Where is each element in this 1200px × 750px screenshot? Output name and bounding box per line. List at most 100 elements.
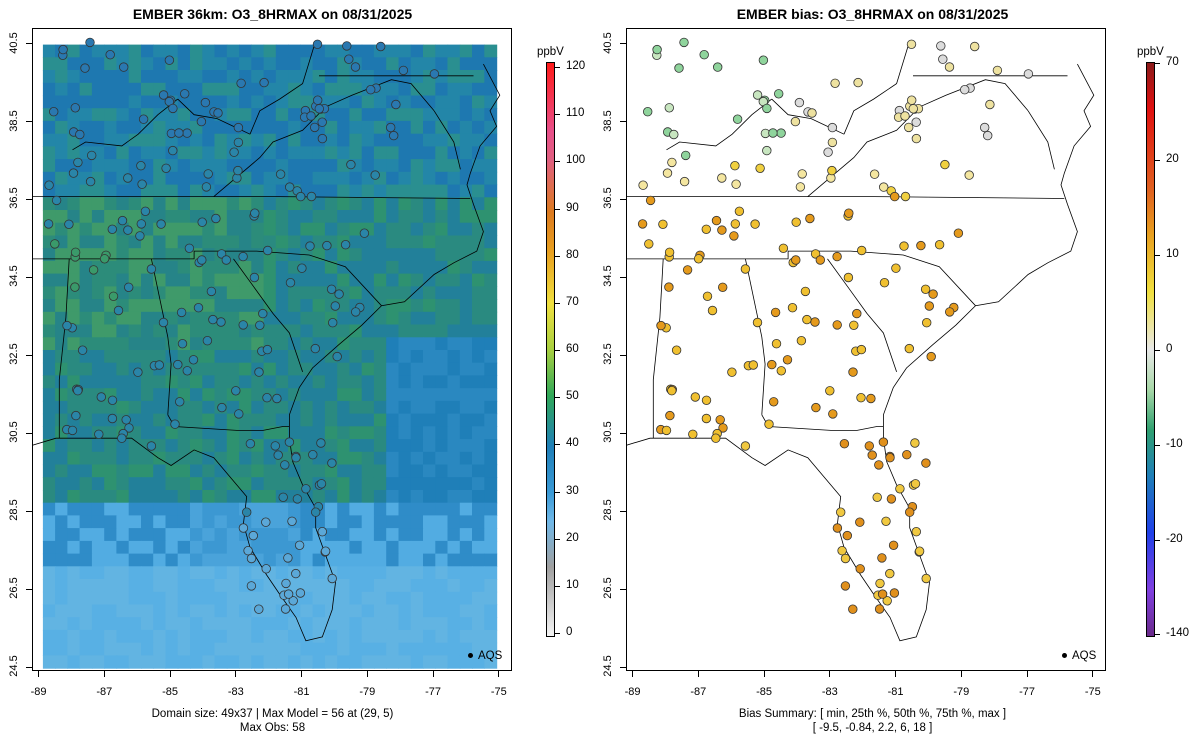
bias-station-point	[944, 62, 955, 72]
model-station-point	[168, 145, 178, 156]
model-station-point	[117, 433, 127, 443]
bias-station-point	[748, 360, 759, 370]
x-tick-label: -85	[162, 686, 179, 698]
colorbar-tick-mark	[1155, 445, 1160, 446]
model-station-point	[213, 108, 223, 118]
bias-station-point	[791, 217, 801, 227]
model-station-point	[135, 231, 145, 241]
bias-station-point	[940, 159, 950, 170]
model-station-point	[391, 99, 401, 110]
model-station-point	[283, 553, 293, 563]
x-tick-label: -87	[96, 686, 113, 698]
bias-station-point	[638, 180, 648, 190]
bias-station-point	[807, 108, 817, 118]
y-tick-mark	[26, 354, 32, 356]
bias-station-point	[682, 265, 693, 275]
colorbar-tick-label: 110	[566, 107, 585, 120]
model-station-point	[288, 596, 298, 606]
colorbar-tick-mark	[1155, 350, 1160, 351]
state-border-1	[627, 250, 976, 306]
model-station-point	[305, 241, 315, 251]
model-station-point	[197, 217, 207, 227]
y-tick-label: 38.5	[602, 109, 614, 132]
bias-station-point	[945, 307, 955, 317]
bias-station-point	[815, 255, 826, 265]
model-station-point	[44, 180, 54, 190]
model-station-point	[238, 251, 248, 262]
colorbar-tick-mark	[555, 350, 560, 351]
model-station-point	[80, 63, 90, 73]
bias-station-point	[852, 308, 862, 319]
model-station-point	[158, 317, 169, 328]
model-station-point	[398, 65, 409, 76]
bias-station-point	[802, 314, 812, 325]
state-border-3	[58, 258, 70, 439]
x-tick-label: -81	[887, 686, 904, 698]
bias-colorbar	[1146, 62, 1155, 637]
bias-station-point	[911, 117, 921, 127]
colorbar-tick-label: 10	[1166, 248, 1179, 260]
x-tick-label: -89	[624, 686, 641, 698]
model-station-point	[51, 195, 62, 206]
model-station-point	[75, 129, 85, 140]
model-panel: EMBER 36km: O3_8HRMAX on 08/31/2025 ppbV…	[8, 6, 585, 734]
bias-station-point	[773, 89, 784, 99]
bias-station-point	[856, 245, 867, 256]
bias-station-point	[776, 366, 787, 376]
bias-station-point	[702, 291, 713, 302]
bias-station-point	[888, 540, 899, 551]
bias-station-point	[879, 182, 889, 192]
bias-station-point	[644, 239, 654, 249]
bias-station-point	[711, 433, 721, 443]
bias-station-point	[922, 318, 932, 328]
bias-station-point	[711, 215, 722, 226]
y-tick-label: 24.5	[8, 655, 20, 677]
bias-station-point	[953, 228, 964, 238]
bias-station-point	[718, 423, 728, 433]
bias-station-point	[866, 393, 876, 404]
x-tick-mark	[235, 671, 237, 677]
model-station-point	[87, 150, 97, 161]
model-station-point	[201, 182, 212, 192]
state-border-0	[627, 196, 1065, 199]
y-tick-label: 34.5	[8, 265, 20, 288]
bias-map	[627, 29, 1105, 670]
model-station-point	[158, 90, 169, 100]
x-tick-label: -83	[227, 686, 244, 698]
state-border-3	[652, 258, 664, 439]
model-station-point	[136, 219, 147, 229]
model-station-point	[340, 239, 351, 250]
model-stations	[43, 37, 440, 614]
model-station-point	[173, 359, 183, 370]
state-border-7	[843, 40, 911, 135]
model-station-point	[123, 225, 133, 235]
model-grid	[42, 44, 498, 669]
colorbar-tick-mark	[1155, 255, 1160, 256]
y-tick-mark	[26, 43, 32, 45]
model-station-point	[193, 303, 204, 313]
y-tick-label: 34.5	[602, 265, 614, 288]
y-tick-mark	[620, 510, 626, 512]
model-legend: AQS	[468, 650, 502, 662]
model-legend-label: AQS	[478, 650, 503, 662]
y-tick-mark	[620, 588, 626, 590]
model-station-point	[350, 62, 361, 72]
model-station-point	[316, 438, 326, 448]
x-tick-label: -79	[953, 686, 970, 698]
bias-station-point	[643, 106, 653, 117]
y-tick-label: 32.5	[8, 343, 20, 366]
map-background	[627, 29, 1105, 670]
y-tick-mark	[620, 198, 626, 200]
y-tick-mark	[620, 354, 626, 356]
x-tick-label: -75	[1084, 686, 1101, 698]
colorbar-tick-label: 0	[566, 626, 573, 638]
colorbar-tick-label: 20	[1166, 153, 1179, 165]
bias-station-point	[885, 568, 895, 579]
bias-station-point	[906, 39, 917, 50]
bias-stations	[637, 37, 1034, 614]
bias-station-point	[924, 301, 935, 311]
bias-station-point	[656, 320, 666, 331]
model-station-point	[124, 423, 134, 433]
model-station-point	[184, 243, 195, 254]
y-tick-mark	[26, 121, 32, 123]
